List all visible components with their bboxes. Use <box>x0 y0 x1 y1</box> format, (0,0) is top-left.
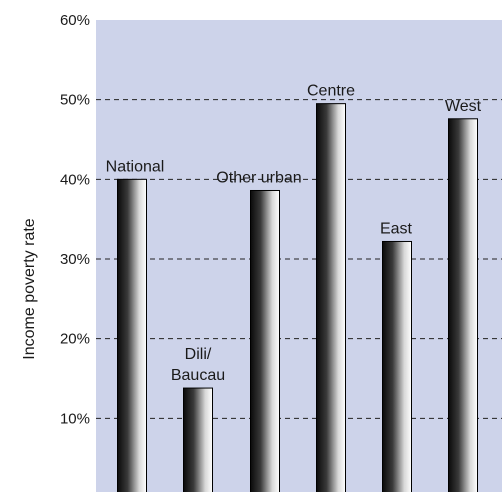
y-grid <box>96 99 502 419</box>
bar-5 <box>448 118 478 492</box>
bar-2 <box>250 189 280 492</box>
y-tick-label: 0% <box>68 490 90 492</box>
bar-label-1: Dili/Baucau <box>171 346 225 384</box>
y-tick-label: 40% <box>60 171 90 188</box>
bar-label-3: Centre <box>307 83 355 100</box>
y-tick-label: 60% <box>60 12 90 29</box>
bar-label-4: East <box>380 220 413 237</box>
bar-label-5: West <box>445 98 482 115</box>
bar-1 <box>183 387 213 492</box>
y-tick-label: 30% <box>60 251 90 268</box>
plot-area <box>96 20 502 492</box>
bar-label-2: Other urban <box>216 169 301 186</box>
y-tick-labels: 0% 10% 20% 30% 40% 50% 60% <box>60 12 90 492</box>
y-tick-label: 10% <box>60 410 90 427</box>
bar-4 <box>382 240 412 492</box>
bar-0 <box>117 178 147 492</box>
bars <box>117 103 478 492</box>
bar-3 <box>316 103 346 492</box>
bar-labels: National Dili/Baucau Other urban Centre East… <box>106 83 482 384</box>
y-tick-label: 20% <box>60 331 90 348</box>
y-axis-title: Income poverty rate <box>21 218 38 360</box>
bar-label-0: National <box>106 158 165 175</box>
y-tick-label: 50% <box>60 92 90 109</box>
